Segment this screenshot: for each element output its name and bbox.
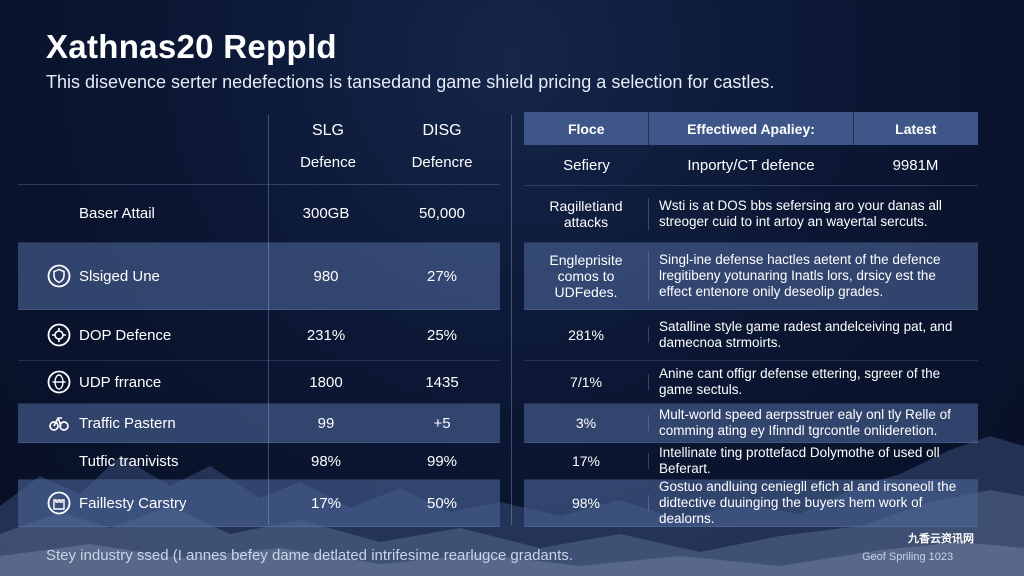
- mountain-background: [0, 436, 1024, 576]
- row-description: Wsti is at DOS bbs sefersing aro your da…: [659, 198, 942, 229]
- row-label: UDP frrance: [79, 373, 162, 391]
- left-table-header: SLG Defence DISG Defencre: [18, 112, 500, 185]
- subrow-cell: Inporty/CT defence: [687, 156, 815, 174]
- row-label: Slsiged Une: [79, 267, 160, 285]
- row-value: 50,000: [419, 204, 465, 222]
- right-table-subrow: Sefiery Inporty/CT defence 9981M: [524, 145, 978, 186]
- row-description: Mult-world speed aerpsstruer ealy onl tl…: [659, 407, 951, 438]
- col-header-latest: Latest: [895, 120, 937, 137]
- row-value: 50%: [426, 494, 458, 512]
- row-value: 17%: [310, 494, 342, 512]
- row-description: Gostuo andluing ceniegll efich al and ir…: [659, 479, 957, 526]
- row-category: Ragilletiand attacks: [524, 198, 649, 230]
- row-category: 281%: [524, 327, 649, 343]
- table-row: 7/1% Anine cant offigr defense ettering,…: [524, 361, 978, 404]
- row-value: 1800: [309, 373, 343, 391]
- traffic-icon: [49, 417, 69, 431]
- col-header-slg: SLG: [311, 122, 344, 139]
- table-row: Slsiged Une 980 27%: [18, 243, 500, 310]
- row-value: +5: [433, 414, 451, 432]
- row-value: 98%: [310, 452, 342, 470]
- row-description: Satalline style game radest andelceiving…: [659, 319, 953, 350]
- col-subheader-slg: Defence: [300, 154, 356, 171]
- row-value: 980: [313, 267, 339, 285]
- row-category: Engleprisite comos to UDFedes.: [524, 252, 649, 300]
- row-value: 300GB: [302, 204, 350, 222]
- table-row: Ragilletiand attacks Wsti is at DOS bbs …: [524, 186, 978, 243]
- row-category: 98%: [524, 495, 649, 511]
- row-value: 25%: [426, 326, 458, 344]
- table-row: 17% Intellinate ting prottefacd Dolymoth…: [524, 443, 978, 480]
- row-label: Baser Attail: [79, 204, 155, 222]
- table-row: UDP frrance 1800 1435: [18, 361, 500, 404]
- row-label: DOP Defence: [79, 326, 172, 344]
- subrow-cell: Sefiery: [563, 156, 610, 174]
- castle-icon: [47, 491, 71, 515]
- center-divider: [511, 115, 512, 525]
- row-value: 27%: [426, 267, 458, 285]
- table-row: Faillesty Carstry 17% 50%: [18, 480, 500, 527]
- page-subtitle: This disevence serter nedefections is ta…: [46, 72, 775, 92]
- row-description: Anine cant offigr defense ettering, sgre…: [659, 366, 941, 397]
- footer-note: Stey industry ssed (I annes befey dame d…: [46, 547, 573, 564]
- table-row: Engleprisite comos to UDFedes. Singl-ine…: [524, 243, 978, 310]
- table-row: Baser Attail 300GB 50,000: [18, 184, 500, 243]
- table-row: 281% Satalline style game radest andelce…: [524, 310, 978, 361]
- footer-source: Geof Spriling 1023: [862, 551, 954, 563]
- table-row: 3% Mult-world speed aerpsstruer ealy onl…: [524, 404, 978, 443]
- page-title: Xathnas20 Reppld: [46, 28, 337, 65]
- watermark-logo: 九香云资讯网: [908, 533, 974, 545]
- row-category: 3%: [524, 415, 649, 431]
- subrow-cell: 9981M: [892, 156, 939, 174]
- row-category: 17%: [524, 453, 649, 469]
- row-label: Traffic Pastern: [79, 414, 176, 432]
- right-table-header: Floce Effectiwed Apaliey: Latest: [524, 112, 978, 145]
- row-value: 99%: [426, 452, 458, 470]
- row-value: 99: [317, 414, 335, 432]
- left-divider: [268, 115, 269, 525]
- row-value: 1435: [425, 373, 459, 391]
- row-description: Singl-ine defense hactles aetent of the …: [659, 252, 941, 299]
- col-header-effectiveness: Effectiwed Apaliey:: [649, 112, 854, 145]
- gear-shield-icon: [47, 323, 71, 347]
- row-label: Tutfic tranivists: [79, 452, 179, 470]
- row-value: 231%: [306, 326, 346, 344]
- globe-icon: [47, 370, 71, 394]
- table-row: DOP Defence 231% 25%: [18, 310, 500, 361]
- col-header-disg: DISG: [422, 122, 462, 139]
- table-row: 98% Gostuo andluing ceniegll efich al an…: [524, 479, 978, 527]
- col-subheader-disg: Defencre: [411, 154, 473, 171]
- table-row: Traffic Pastern 99 +5: [18, 404, 500, 443]
- table-row: Tutfic tranivists 98% 99%: [18, 443, 500, 480]
- row-label: Faillesty Carstry: [79, 494, 187, 512]
- col-header-floce: Floce: [524, 112, 650, 145]
- shield-icon: [47, 264, 71, 288]
- row-category: 7/1%: [524, 374, 649, 390]
- row-description: Intellinate ting prottefacd Dolymothe of…: [659, 445, 940, 476]
